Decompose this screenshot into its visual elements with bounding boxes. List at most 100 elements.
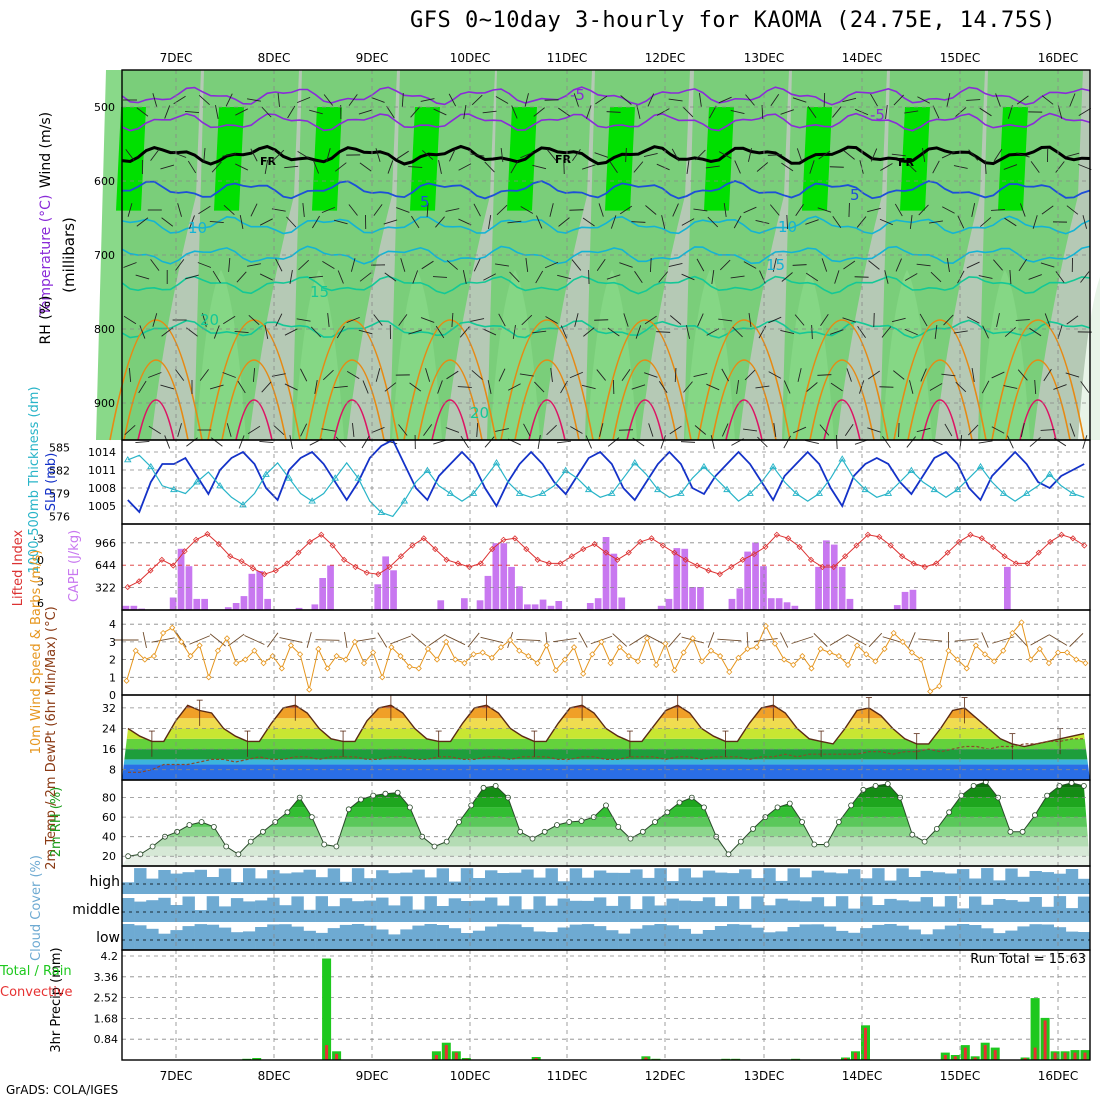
cloud-cover-cell <box>364 925 377 950</box>
thickness-marker <box>515 489 524 496</box>
rh-marker <box>137 851 144 858</box>
wind-barb <box>211 161 222 173</box>
cape-bar <box>744 551 751 610</box>
wind-barb <box>512 325 516 339</box>
wind-speed-marker <box>936 683 943 690</box>
thickness-marker <box>677 489 685 496</box>
wind-speed-marker <box>1009 629 1016 637</box>
wind-barb <box>843 150 855 160</box>
wind-barb <box>570 426 583 434</box>
rh-marker <box>1007 828 1014 835</box>
cape-axis-label: CAPE (J/kg) <box>67 530 82 602</box>
surface-wind-barb <box>1030 634 1050 646</box>
rh-bands <box>122 782 1090 866</box>
date-label-top: 9DEC <box>356 51 389 65</box>
wind-barb <box>534 381 545 393</box>
surface-wind-barb <box>445 634 466 646</box>
cloud-cover-cell <box>739 908 752 922</box>
wind-barb <box>209 384 224 390</box>
wind-barb <box>259 218 273 226</box>
wind-barb <box>1065 152 1080 158</box>
wind-barb <box>773 423 777 437</box>
wind-speed-marker <box>1000 647 1007 654</box>
cloud-cover-cell <box>206 924 220 950</box>
lifted-index-marker <box>1024 560 1031 567</box>
cloud-cover-cell <box>1065 931 1079 950</box>
wind-barb <box>916 427 931 433</box>
cross-section-rh-label: RH (%) <box>38 296 54 345</box>
wind-barb <box>1069 423 1076 437</box>
cape-bar <box>311 604 319 610</box>
wind-barb <box>359 162 372 172</box>
temp-contour-warm <box>235 399 273 441</box>
wind-barb <box>942 206 955 214</box>
contour-label: 10 <box>778 218 797 236</box>
wind-barb <box>435 216 445 228</box>
wind-barb <box>396 150 409 160</box>
cloud-cover-cell <box>1005 868 1018 894</box>
lifted-index-marker <box>1001 553 1008 560</box>
wind-barb <box>807 106 817 118</box>
wind-barb <box>734 160 741 174</box>
wind-speed-line <box>126 621 1086 693</box>
wind-speed-marker <box>854 642 861 649</box>
cape-bar <box>169 597 177 610</box>
surface-wind-barb <box>629 634 647 646</box>
wind-barb <box>511 105 518 119</box>
temp-contour-warm <box>1019 399 1057 441</box>
thickness-axis-label: 1000-500mb Thickness (dm) <box>27 386 42 573</box>
wind-speed-marker <box>196 642 203 649</box>
temp-contour-warm <box>500 319 594 441</box>
wind-barb <box>507 220 522 224</box>
wind-barb <box>1055 271 1065 283</box>
wind-speed-marker <box>644 635 651 642</box>
wind-barb <box>1044 313 1051 327</box>
cloud-cover-cell <box>896 868 909 894</box>
lifted-index-line <box>127 533 1085 588</box>
wind-barb <box>1032 215 1038 229</box>
lifted-index-marker <box>785 535 792 542</box>
rh-marker <box>443 838 450 845</box>
surface-wind-barb <box>244 635 265 645</box>
lifted-index-marker <box>921 563 928 571</box>
wind-barb <box>978 440 993 444</box>
wind-speed-marker <box>981 651 989 658</box>
wind-barb <box>1066 205 1079 215</box>
cloud-cover-cell <box>448 928 462 950</box>
wind-barb <box>525 257 529 273</box>
wind-barb <box>693 208 708 212</box>
contour-label: 15 <box>310 283 329 301</box>
cloud-cover-cell <box>690 901 704 922</box>
wind-speed-marker <box>433 656 441 663</box>
temp-band <box>122 759 1090 765</box>
cloud-cover-cell <box>267 870 280 894</box>
wind-barb <box>437 380 443 394</box>
cape-bar <box>508 566 515 610</box>
wind-barb <box>647 93 655 107</box>
wind-speed-marker <box>333 652 340 660</box>
wind-barb <box>919 313 928 327</box>
wind-barb <box>747 148 753 162</box>
cloud-cover-cell <box>993 880 1006 894</box>
cloud-cover-cell <box>424 896 437 922</box>
thickness-marker <box>654 485 662 493</box>
wind-barb <box>549 203 554 217</box>
wind-barb <box>705 165 720 169</box>
wind-barb <box>978 275 993 279</box>
cape-bar <box>657 605 665 610</box>
cape-bar <box>689 587 696 610</box>
wind-barb <box>857 326 866 338</box>
cloud-cover-cell <box>194 910 207 922</box>
rh-tick-label: 40 <box>102 831 116 844</box>
wind-speed-marker <box>771 640 779 647</box>
wind-barb <box>748 313 752 327</box>
wind-barb <box>922 148 926 162</box>
lifted-index-marker <box>318 531 325 538</box>
thickness-marker <box>584 485 593 493</box>
wind-barb <box>656 331 671 333</box>
wind-barb <box>718 318 733 322</box>
wind-barb <box>984 159 987 175</box>
wind-barb <box>599 423 604 437</box>
slp-tick-label: 1005 <box>88 500 116 513</box>
wind-speed-marker <box>251 647 258 654</box>
